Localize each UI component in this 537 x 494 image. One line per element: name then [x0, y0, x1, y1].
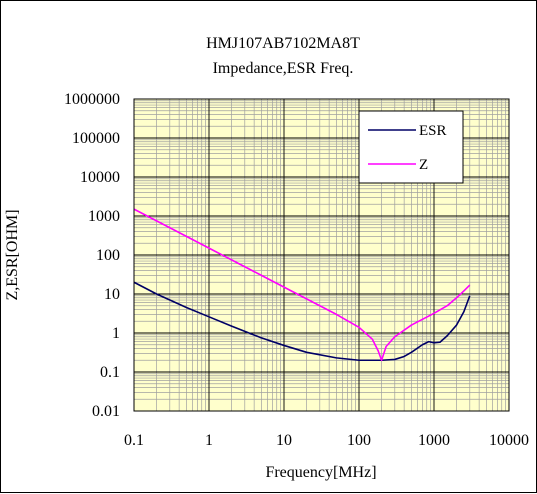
chart-subtitle: Impedance,ESR Freq.	[213, 60, 354, 77]
x-tick-label: 1	[205, 432, 213, 449]
x-tick-label: 10000	[489, 432, 529, 449]
legend-label-esr: ESR	[419, 123, 447, 139]
x-tick-label: 1000	[418, 432, 450, 449]
x-tick-labels: 0.1 1 10 100 1000 10000	[124, 432, 529, 449]
y-tick-label: 100	[96, 247, 120, 264]
legend-box	[358, 110, 464, 184]
y-tick-label: 10000	[80, 169, 120, 186]
x-tick-label: 100	[347, 432, 371, 449]
y-tick-label: 1000000	[64, 91, 120, 108]
legend: ESR Z	[358, 110, 464, 184]
y-tick-label: 0.01	[92, 403, 120, 420]
series-line-esr	[133, 281, 471, 362]
legend-label-z: Z	[419, 157, 428, 173]
series-layer	[133, 208, 471, 362]
y-axis-label: Z,ESR[OHM]	[4, 209, 21, 300]
y-tick-labels: 0.01 0.1 1 10 100 1000 10000 100000 1000000	[64, 91, 120, 420]
x-tick-label: 0.1	[124, 432, 144, 449]
y-tick-label: 1	[112, 325, 120, 342]
y-tick-label: 0.1	[100, 364, 120, 381]
y-tick-label: 1000	[88, 208, 120, 225]
x-tick-label: 10	[276, 432, 292, 449]
series-line-z	[133, 208, 471, 362]
chart-title: HMJ107AB7102MA8T	[206, 35, 360, 52]
y-tick-label: 10	[104, 286, 120, 303]
x-axis-label: Frequency[MHz]	[265, 464, 376, 481]
plot-border	[133, 98, 510, 412]
y-tick-label: 100000	[72, 130, 120, 147]
